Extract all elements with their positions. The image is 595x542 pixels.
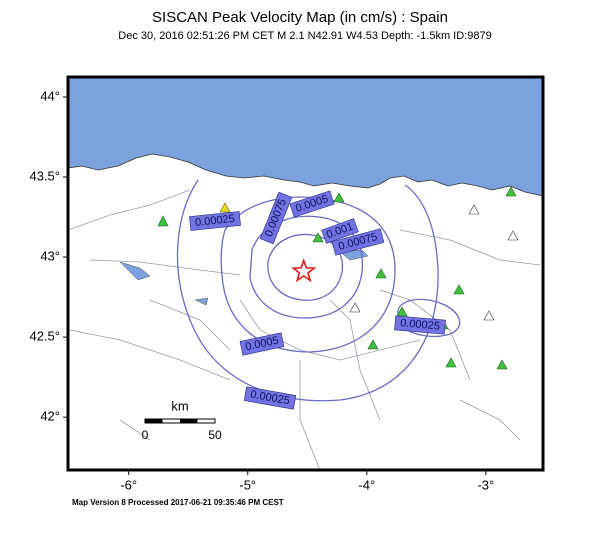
station — [367, 339, 379, 350]
scale-unit: km — [171, 398, 188, 413]
map-title: SISCAN Peak Velocity Map (in cm/s) : Spa… — [152, 9, 448, 26]
x-tick-label: -5° — [239, 477, 256, 492]
contour-line — [249, 215, 364, 319]
station — [375, 268, 387, 279]
station — [349, 302, 361, 313]
station — [445, 357, 457, 368]
map-subtitle: Dec 30, 2016 02:51:26 PM CET M 2.1 N42.9… — [118, 30, 491, 42]
station — [333, 192, 345, 203]
contour-label-text: 0.00025 — [195, 213, 236, 229]
scale-label: 0 — [142, 428, 149, 442]
scale-bar: km 0 50 — [142, 398, 222, 442]
x-tick-label: -4° — [358, 477, 375, 492]
contour-label-text: 0.00025 — [400, 317, 441, 332]
y-tick-label: 44° — [40, 88, 60, 103]
y-tick-label: 42° — [40, 409, 60, 424]
x-tick-label: -3° — [477, 477, 494, 492]
y-tick-label: 42.5° — [29, 329, 60, 344]
map-body: 0.00025 0.00075 0.0005 0.001 0.00075 0.0… — [66, 75, 545, 472]
x-tick-label: -6° — [120, 477, 137, 492]
map-frame — [66, 75, 545, 472]
contour-line — [176, 179, 439, 402]
y-tick-label: 43.5° — [29, 168, 60, 183]
station — [507, 230, 519, 241]
scale-label: 50 — [208, 428, 222, 442]
sea — [67, 76, 544, 197]
station — [483, 310, 495, 321]
station — [396, 306, 408, 317]
station — [496, 359, 508, 370]
contour-label: 0.0005 — [239, 332, 285, 356]
lakes — [119, 249, 369, 306]
y-tick-label: 43° — [40, 249, 60, 264]
contour-line — [397, 298, 461, 337]
station — [157, 215, 169, 227]
station — [505, 186, 517, 197]
contour-line — [267, 233, 344, 301]
contour-label: 0.00025 — [394, 315, 446, 335]
epicenter — [291, 258, 317, 283]
station — [219, 202, 231, 213]
map-footer: Map Version 8 Processed 2017-06-21 09:35… — [72, 498, 284, 507]
station — [468, 204, 480, 215]
contour-label: 0.00025 — [189, 211, 241, 231]
contour-label: 0.00025 — [243, 386, 297, 410]
station — [453, 284, 465, 295]
roads — [67, 189, 541, 471]
station — [312, 232, 324, 243]
